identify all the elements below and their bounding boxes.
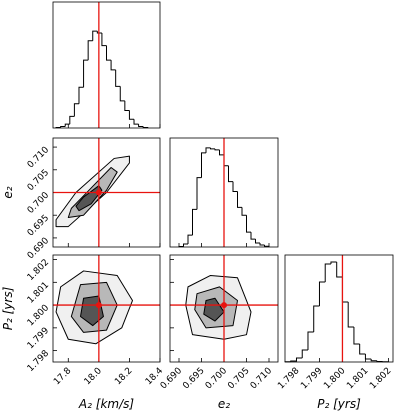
hist-bin bbox=[205, 147, 211, 153]
hist-bin bbox=[214, 148, 220, 151]
y-tick-label: 0.690 bbox=[26, 236, 51, 261]
hist-bin bbox=[210, 147, 215, 150]
hist-bin bbox=[250, 232, 256, 240]
y-tick-label: 1.802 bbox=[26, 258, 51, 283]
hist-bin bbox=[313, 305, 320, 332]
hist-bin bbox=[119, 86, 125, 102]
hist-bin bbox=[78, 86, 84, 104]
truth-point bbox=[95, 189, 102, 196]
hist-bin bbox=[376, 360, 383, 362]
hist-bin bbox=[237, 191, 242, 208]
hist-bin bbox=[128, 110, 135, 120]
hist-bin bbox=[110, 60, 116, 71]
x-tick-label: 0.690 bbox=[159, 366, 184, 391]
hist-bin bbox=[138, 124, 144, 128]
x-axis-label: e₂ bbox=[218, 397, 230, 411]
y-tick-label: 1.799 bbox=[26, 326, 51, 351]
hist-bin bbox=[364, 354, 372, 360]
hist-bin bbox=[183, 243, 188, 247]
x-tick-label: 0.700 bbox=[204, 366, 229, 391]
x-tick-label: 1.802 bbox=[368, 366, 393, 391]
hist-bin bbox=[115, 69, 121, 87]
panel-frame bbox=[169, 254, 279, 363]
hist-bin bbox=[347, 302, 354, 328]
hist-bin bbox=[64, 123, 70, 127]
hist-bin bbox=[336, 262, 343, 278]
panel-frame bbox=[52, 254, 161, 363]
hist-bin bbox=[73, 103, 79, 117]
y-tick-label: 1.800 bbox=[26, 303, 51, 328]
x-tick-label: 17.8 bbox=[52, 366, 73, 387]
y-tick-label: 0.700 bbox=[26, 190, 51, 215]
hist-bin bbox=[246, 215, 251, 233]
y-tick-label: 0.705 bbox=[26, 168, 51, 193]
hist-bin bbox=[96, 31, 102, 34]
hist-bin bbox=[370, 359, 377, 362]
hist-bin bbox=[101, 33, 107, 47]
y-tick-label: 1.801 bbox=[26, 280, 51, 305]
truth-point bbox=[221, 302, 227, 309]
hist-bin bbox=[106, 45, 112, 61]
hist-bin bbox=[324, 263, 331, 282]
y-tick-label: 0.695 bbox=[26, 213, 51, 238]
x-tick-label: 0.695 bbox=[181, 366, 206, 391]
x-tick-label: 18.2 bbox=[113, 366, 134, 387]
hist-bin bbox=[330, 261, 337, 264]
hist-bin bbox=[353, 327, 360, 345]
hist-bin bbox=[219, 149, 224, 156]
panel-frame bbox=[169, 137, 279, 248]
hist-bin bbox=[60, 126, 66, 128]
hist-bin bbox=[192, 208, 197, 236]
x-tick-label: 1.800 bbox=[322, 366, 347, 391]
x-tick-label: 18.0 bbox=[83, 366, 104, 387]
hist-bin bbox=[290, 360, 297, 362]
hist-bin bbox=[124, 100, 130, 112]
hist-bin bbox=[228, 165, 233, 183]
hist-bin bbox=[241, 207, 247, 216]
hist-bin bbox=[187, 234, 193, 245]
hist-bin bbox=[341, 277, 349, 303]
y-tick-label: 1.798 bbox=[26, 348, 51, 373]
x-tick-label: 0.705 bbox=[226, 366, 251, 391]
hist-bin bbox=[223, 154, 229, 167]
hist-bin bbox=[92, 30, 98, 41]
hist-bin bbox=[359, 344, 366, 355]
panel-frame bbox=[284, 254, 394, 363]
x-tick-label: 1.799 bbox=[299, 366, 324, 391]
x-tick-label: 1.801 bbox=[345, 366, 370, 391]
hist-bin bbox=[318, 281, 326, 306]
x-tick-label: 0.710 bbox=[249, 366, 274, 391]
hist-bin bbox=[133, 119, 139, 125]
panel-frame bbox=[52, 137, 161, 248]
hist-bin bbox=[259, 243, 265, 246]
hist-bin bbox=[87, 40, 93, 61]
x-axis-label: P₂ [yrs] bbox=[317, 397, 361, 411]
hist-bin bbox=[232, 181, 238, 193]
hist-bin bbox=[301, 349, 308, 358]
hist-bin bbox=[69, 115, 75, 125]
hist-bin bbox=[307, 331, 314, 350]
y-axis-label: e₂ bbox=[1, 186, 15, 198]
y-tick-label: 0.710 bbox=[26, 145, 51, 170]
hist-bin bbox=[83, 59, 89, 88]
x-axis-label: A₂ [km/s] bbox=[78, 397, 134, 411]
hist-bin bbox=[196, 177, 202, 210]
y-axis-label: P₂ [yrs] bbox=[1, 286, 15, 330]
panel-frame bbox=[52, 1, 161, 129]
truth-point bbox=[95, 302, 102, 309]
hist-bin bbox=[295, 357, 303, 361]
hist-bin bbox=[255, 239, 260, 244]
x-tick-label: 1.798 bbox=[276, 366, 301, 391]
hist-bin bbox=[201, 152, 206, 178]
